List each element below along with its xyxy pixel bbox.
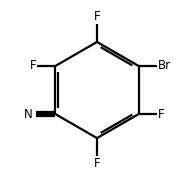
Text: Br: Br [158, 59, 171, 72]
Text: F: F [158, 108, 165, 121]
Text: F: F [94, 10, 100, 23]
Text: F: F [29, 59, 36, 72]
Text: N: N [24, 108, 33, 121]
Text: F: F [94, 157, 100, 170]
